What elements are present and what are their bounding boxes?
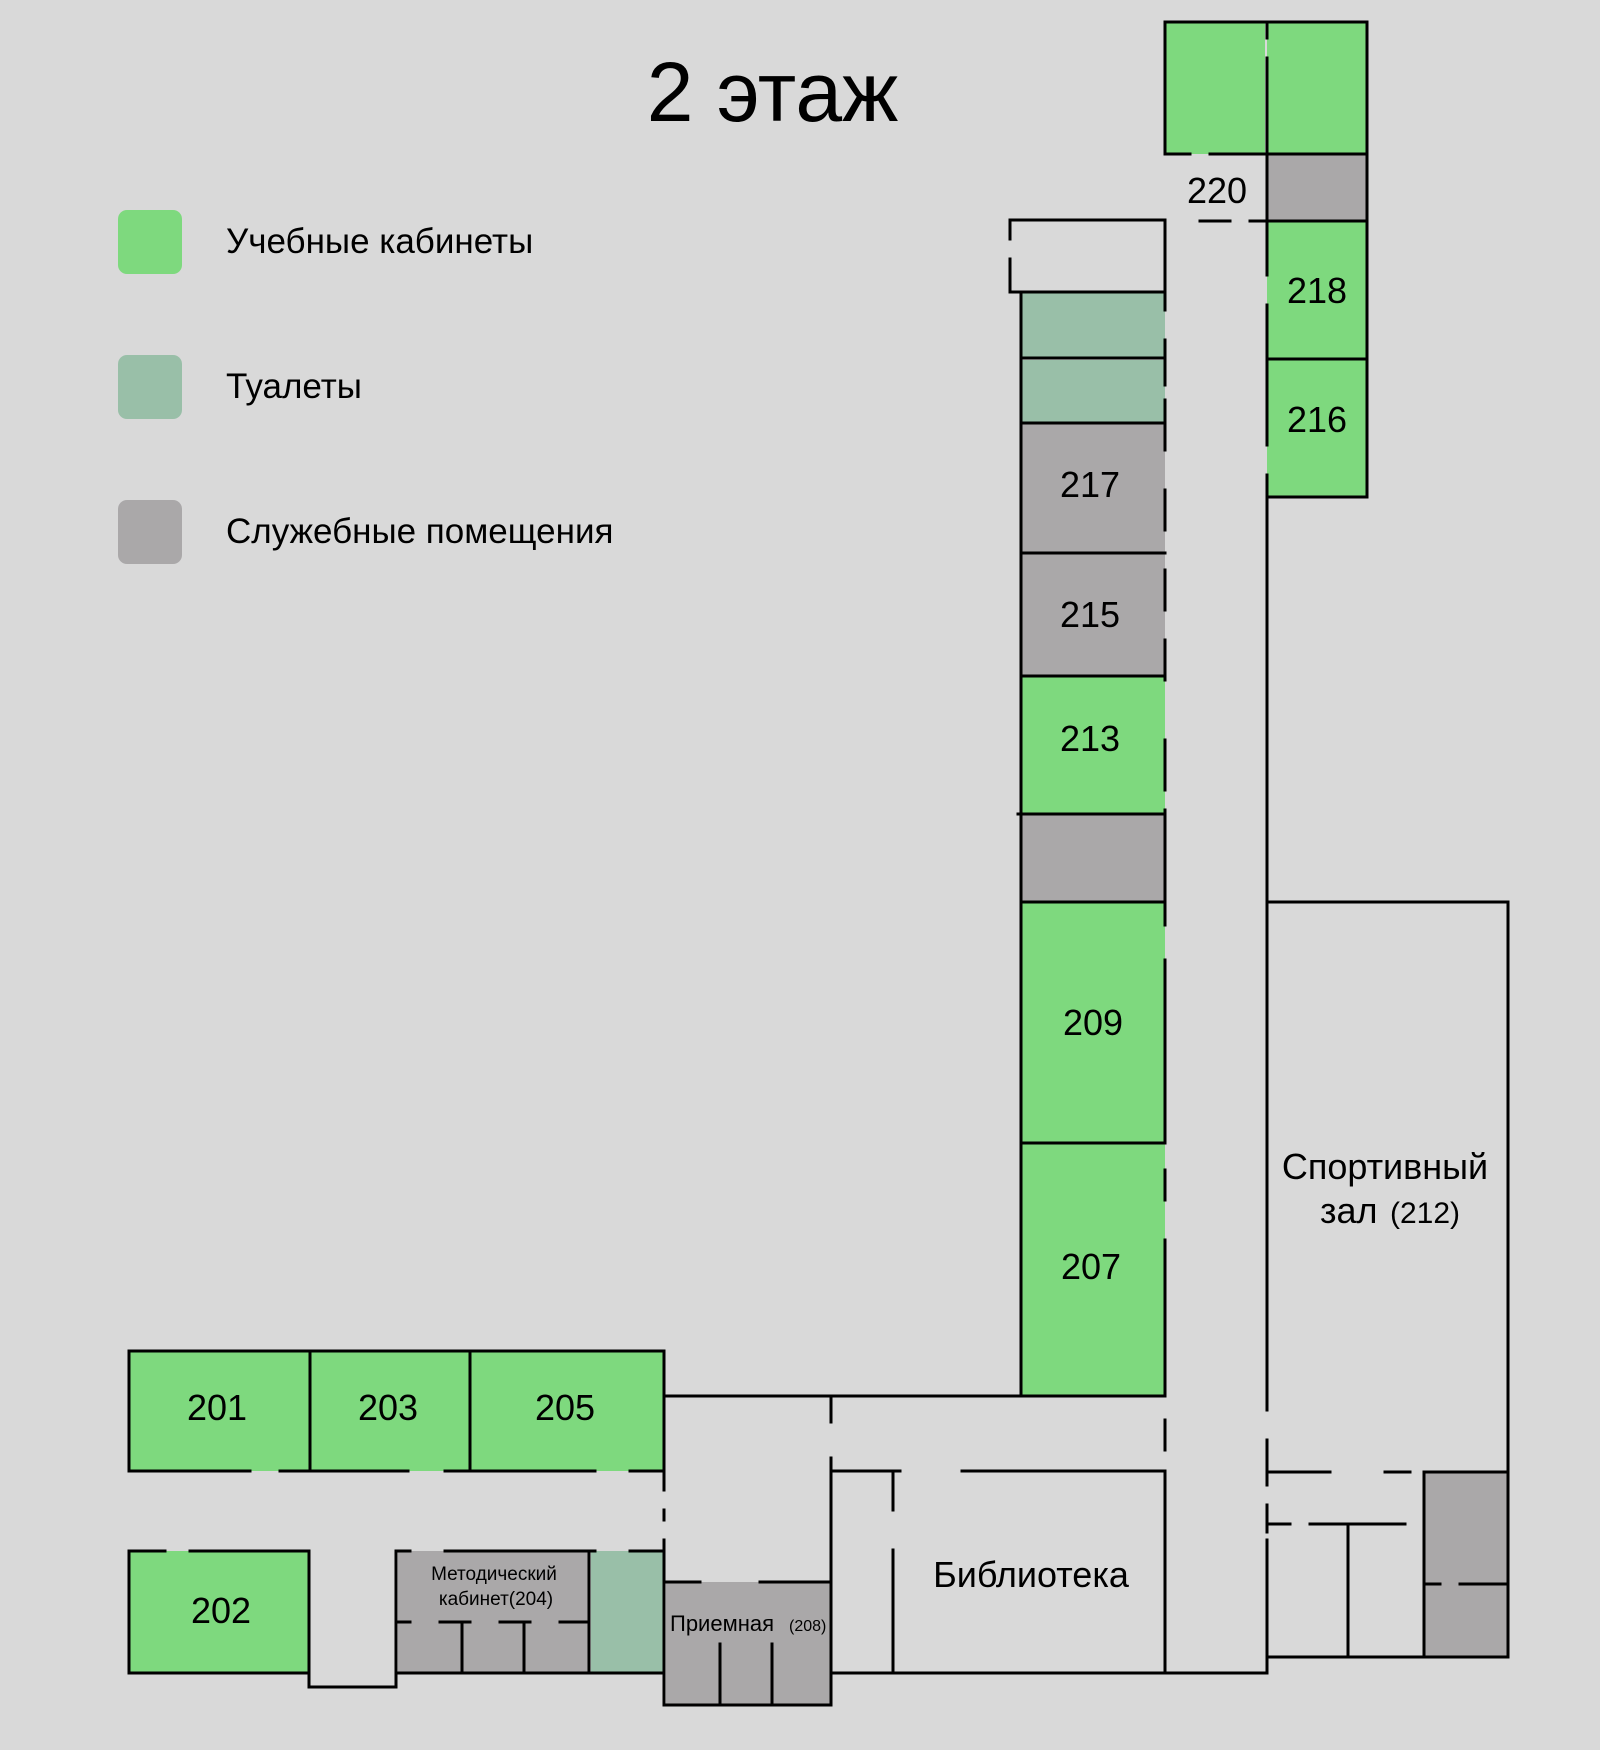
room-209[interactable] <box>1021 903 1165 1142</box>
room-labels: 220 218 216 217 215 213 209 207 Спортивн… <box>187 170 1488 1636</box>
room-reception-208[interactable] <box>666 1582 831 1705</box>
wall-204-dividers <box>460 1620 526 1675</box>
legend-label-classrooms: Учебные кабинеты <box>226 222 534 261</box>
room-215[interactable] <box>1021 554 1165 675</box>
legend-label-toilets: Туалеты <box>226 367 362 406</box>
label-216: 216 <box>1287 399 1347 440</box>
label-gym-line2-word: зал <box>1320 1190 1378 1231</box>
room-217[interactable] <box>1021 424 1165 552</box>
wall-landing-left <box>1008 218 1167 294</box>
room-top-left-classroom[interactable] <box>1165 22 1265 154</box>
wall-bottom-wing-top <box>127 1349 666 1398</box>
room-207[interactable] <box>1021 1144 1165 1396</box>
label-203: 203 <box>358 1387 418 1428</box>
label-218: 218 <box>1287 270 1347 311</box>
room-service-bottom-right[interactable] <box>1424 1472 1508 1656</box>
wall-reception-dividers <box>718 1642 774 1707</box>
legend-label-service-rooms: Служебные помещения <box>226 512 614 551</box>
wall-reception-outer <box>662 1580 833 1707</box>
label-gym-line1: Спортивный <box>1282 1146 1488 1187</box>
room-218[interactable] <box>1267 222 1366 358</box>
label-methodical-line1: Методический <box>431 1564 557 1585</box>
toilet-2[interactable] <box>1021 360 1165 422</box>
label-202: 202 <box>191 1590 251 1631</box>
room-service-small[interactable] <box>1021 815 1165 901</box>
wall-gym-outer <box>1265 900 1510 1659</box>
label-213: 213 <box>1060 718 1120 759</box>
room-205[interactable] <box>471 1351 664 1471</box>
room-201[interactable] <box>129 1351 309 1471</box>
room-methodical-204[interactable] <box>398 1551 589 1673</box>
label-methodical-line2: кабинет(204) <box>439 1589 553 1610</box>
room-202[interactable] <box>129 1551 309 1673</box>
toilet-1[interactable] <box>1021 292 1165 358</box>
room-203[interactable] <box>311 1351 469 1471</box>
label-220: 220 <box>1187 170 1247 211</box>
wall-right-block-outer <box>1265 1538 1426 1659</box>
label-library: Библиотека <box>933 1554 1130 1595</box>
room-216[interactable] <box>1267 360 1366 497</box>
legend-swatch-service-rooms <box>118 500 182 564</box>
label-217: 217 <box>1060 464 1120 505</box>
label-205: 205 <box>535 1387 595 1428</box>
label-215: 215 <box>1060 594 1120 635</box>
label-207: 207 <box>1061 1246 1121 1287</box>
wall-corridor-bottom-right <box>1163 1469 1269 1675</box>
walls <box>127 20 1510 1707</box>
floor-title: 2 этаж <box>646 45 899 139</box>
wall-202-top <box>127 1549 311 1675</box>
room-fills <box>129 22 1508 1705</box>
label-reception-num: (208) <box>789 1618 826 1635</box>
room-service-near-220[interactable] <box>1267 155 1366 220</box>
room-213[interactable] <box>1021 677 1165 813</box>
label-201: 201 <box>187 1387 247 1428</box>
label-reception: Приемная <box>670 1611 774 1636</box>
legend-swatch-classrooms <box>118 210 182 274</box>
wall-landing-top <box>1008 218 1167 242</box>
legend-swatch-toilets <box>118 355 182 419</box>
label-gym-line2-num: (212) <box>1390 1197 1460 1230</box>
room-top-right-classroom[interactable] <box>1267 22 1366 154</box>
toilet-bottom[interactable] <box>591 1551 664 1673</box>
label-209: 209 <box>1063 1002 1123 1043</box>
